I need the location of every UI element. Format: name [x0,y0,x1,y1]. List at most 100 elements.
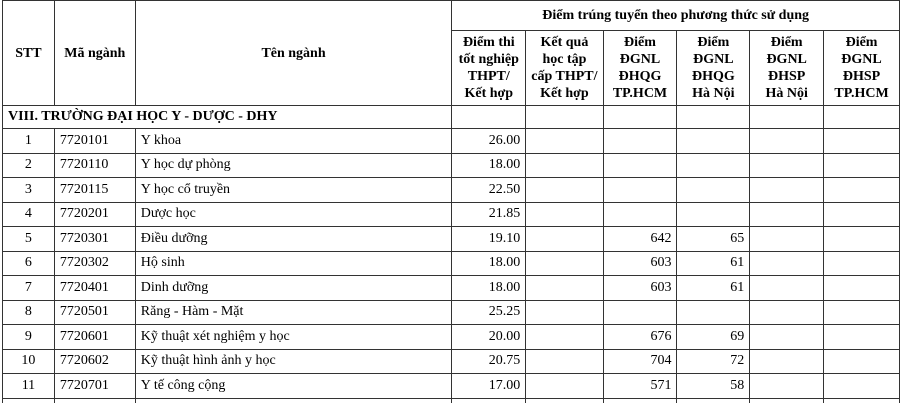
score [823,250,900,276]
score [749,226,825,252]
method-header-line: ĐHQG [618,69,662,84]
score [602,152,678,178]
major-name: Răng - Hàm - Mặt [134,299,453,325]
score [602,128,678,154]
method-header: Điểm ĐGNL ĐHQG TP.HCM [602,30,678,106]
score [525,324,604,350]
method-header-line: Điểm [697,35,730,50]
score: 20.00 [451,324,527,350]
section-title: VIII. TRƯỜNG ĐẠI HỌC Y - DƯỢC - DHY [1,105,453,129]
score [525,299,604,325]
data-row: 8 7720501 Răng - Hàm - Mặt 25.25 [2,299,900,325]
major-name: Kỹ thuật hình ảnh y học [134,348,453,374]
cut-row [2,397,900,403]
score [525,152,604,178]
code-header: Mã ngành [53,0,136,106]
score: 18.00 [451,275,527,301]
code: 7720101 [53,128,136,154]
code: 7720501 [53,299,136,325]
major-name: Y học cổ truyền [134,177,453,203]
score [823,373,900,399]
score [676,128,751,154]
data-row: 6 7720302 Hộ sinh 18.00 603 61 [2,250,900,276]
score [525,250,604,276]
code: 7720602 [53,348,136,374]
method-header-line: Kết hợp [464,86,514,101]
score: 676 [602,324,678,350]
score [749,373,825,399]
stt: 9 [2,324,55,350]
score [749,348,825,374]
score [823,324,900,350]
score [602,201,678,227]
section-row: VIII. TRƯỜNG ĐẠI HỌC Y - DƯỢC - DHY [1,105,900,129]
empty-cell [451,105,527,129]
score [749,152,825,178]
method-header-line: Kết hợp [540,86,589,101]
empty-cell [602,397,678,403]
method-header: Điểm ĐGNL ĐHQG Hà Nội [676,30,751,106]
score [749,324,825,350]
empty-cell [749,397,825,403]
major-name: Kỹ thuật xét nghiệm y học [134,324,453,350]
score: 22.50 [451,177,527,203]
stt: 10 [2,348,55,374]
score [525,128,604,154]
major-name: Y tế công cộng [134,373,453,399]
score [823,128,900,154]
score [525,275,604,301]
data-row: 4 7720201 Dược học 21.85 [2,201,900,227]
method-header-line: ĐGNL [693,52,734,67]
empty-cell [823,105,900,129]
score [525,348,604,374]
stt: 4 [2,201,55,227]
stt: 2 [2,152,55,178]
major-name: Y học dự phòng [134,152,453,178]
score: 17.00 [451,373,527,399]
major-name: Hộ sinh [134,250,453,276]
data-row: 2 7720110 Y học dự phòng 18.00 [2,152,900,178]
score: 25.25 [451,299,527,325]
empty-cell [749,105,825,129]
code: 7720401 [53,275,136,301]
score [823,201,900,227]
method-header-line: TP.HCM [612,86,668,101]
method-header-line: Kết quả [540,35,589,50]
method-header: Điểm thi tốt nghiệp THPT/Kết hợp [451,30,527,106]
score [602,299,678,325]
score: 58 [676,373,751,399]
score [749,177,825,203]
method-header-line: Điểm [770,35,803,50]
empty-cell [602,105,678,129]
method-header-line: Hà Nội [765,86,808,101]
method-header-line: ĐGNL [841,52,882,67]
method-header-line: THPT/ [467,69,510,84]
method-header: Kết quả học tập cấp THPT/Kết hợp [525,30,604,106]
empty-cell [676,397,751,403]
score [823,348,900,374]
data-row: 3 7720115 Y học cổ truyền 22.50 [2,177,900,203]
score [749,299,825,325]
score: 20.75 [451,348,527,374]
stt: 7 [2,275,55,301]
empty-cell [525,397,604,403]
stt: 3 [2,177,55,203]
score [749,128,825,154]
data-row: 11 7720701 Y tế công cộng 17.00 571 58 [2,373,900,399]
method-header-line: ĐGNL [619,52,661,67]
score [823,226,900,252]
major-name: Dinh dưỡng [134,275,453,301]
stt: 8 [2,299,55,325]
major-name: Y khoa [134,128,453,154]
data-row: 9 7720601 Kỹ thuật xét nghiệm y học 20.00 67… [2,324,900,350]
score: 571 [602,373,678,399]
stt: 6 [2,250,55,276]
data-row: 7 7720401 Dinh dưỡng 18.00 603 61 [2,275,900,301]
method-header-line: tốt nghiệp [458,52,519,67]
score [676,201,751,227]
score: 603 [602,250,678,276]
empty-cell [525,105,604,129]
data-row: 5 7720301 Điều dưỡng 19.10 642 65 [2,226,900,252]
method-header-line: học tập [542,52,587,67]
